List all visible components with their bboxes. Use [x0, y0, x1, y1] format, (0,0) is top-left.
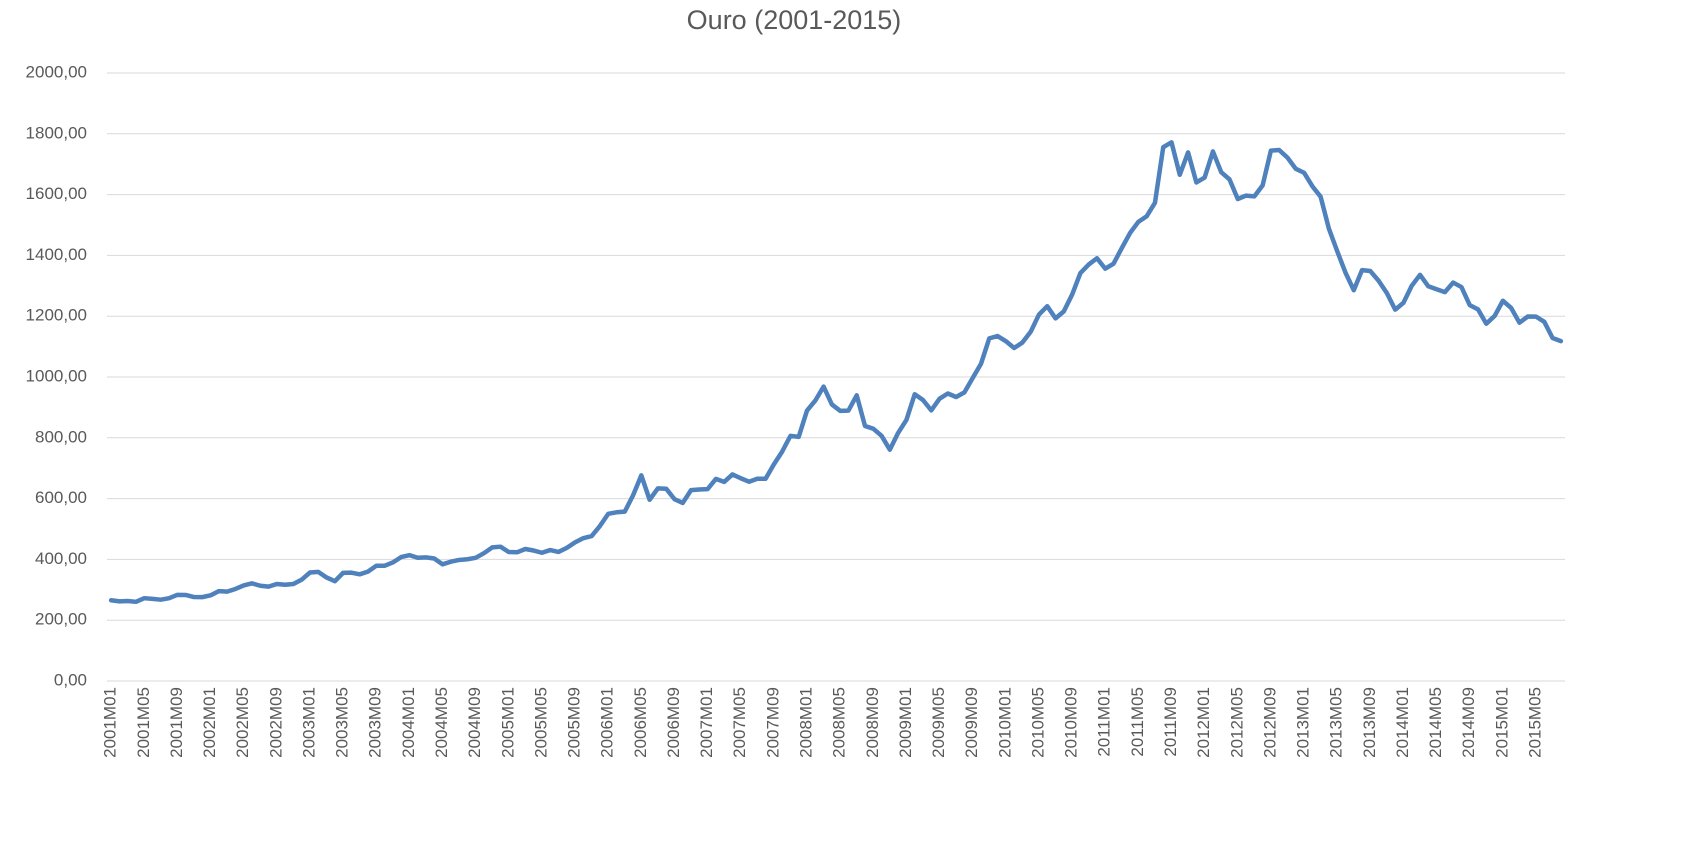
x-tick-label: 2001M09: [167, 687, 186, 758]
y-tick-label: 2000,00: [26, 62, 87, 81]
x-tick-label: 2005M01: [498, 687, 517, 758]
y-tick-label: 1600,00: [26, 184, 87, 203]
x-tick-label: 2009M09: [962, 687, 981, 758]
x-tick-label: 2010M09: [1062, 687, 1081, 758]
y-tick-label: 1800,00: [26, 123, 87, 142]
x-tick-label: 2009M01: [896, 687, 915, 758]
y-tick-label: 0,00: [54, 670, 87, 689]
x-tick-label: 2008M01: [796, 687, 815, 758]
x-tick-label: 2001M01: [101, 687, 120, 758]
x-tick-label: 2012M05: [1227, 687, 1246, 758]
y-tick-label: 800,00: [35, 427, 87, 446]
x-tick-label: 2003M01: [299, 687, 318, 758]
x-tick-label: 2015M05: [1525, 687, 1544, 758]
x-tick-label: 2013M09: [1360, 687, 1379, 758]
x-tick-label: 2011M05: [1128, 687, 1147, 757]
x-tick-label: 2006M09: [664, 687, 683, 758]
x-tick-label: 2004M05: [432, 687, 451, 758]
x-tick-label: 2007M05: [730, 687, 749, 758]
x-tick-label: 2005M05: [531, 687, 550, 758]
x-tick-label: 2010M01: [995, 687, 1014, 758]
x-tick-label: 2005M09: [565, 687, 584, 758]
x-tick-label: 2007M01: [697, 687, 716, 758]
x-tick-label: 2015M01: [1492, 687, 1511, 758]
x-tick-label: 2002M01: [200, 687, 219, 758]
x-tick-label: 2008M05: [830, 687, 849, 758]
x-tick-label: 2002M05: [233, 687, 252, 758]
data-line: [108, 140, 1564, 605]
y-tick-label: 1000,00: [26, 366, 87, 385]
x-tick-label: 2013M05: [1327, 687, 1346, 758]
y-tick-label: 200,00: [35, 610, 87, 629]
x-tick-label: 2002M09: [266, 687, 285, 758]
x-tick-label: 2001M05: [134, 687, 153, 758]
y-tick-label: 600,00: [35, 488, 87, 507]
x-tick-label: 2012M01: [1194, 687, 1213, 758]
y-tick-label: 1200,00: [26, 306, 87, 325]
x-tick-label: 2014M05: [1426, 687, 1445, 758]
x-tick-label: 2006M01: [598, 687, 617, 758]
x-tick-label: 2008M09: [863, 687, 882, 758]
x-tick-label: 2004M01: [399, 687, 418, 758]
x-tick-label: 2003M05: [333, 687, 352, 758]
chart-title: Ouro (2001-2015): [687, 5, 902, 35]
x-tick-label: 2014M09: [1459, 687, 1478, 758]
y-tick-label: 400,00: [35, 549, 87, 568]
x-tick-label: 2004M09: [465, 687, 484, 758]
x-tick-label: 2013M01: [1294, 687, 1313, 758]
x-tick-label: 2003M09: [366, 687, 385, 758]
y-tick-label: 1400,00: [26, 245, 87, 264]
x-tick-label: 2009M05: [929, 687, 948, 758]
x-tick-label: 2011M09: [1161, 687, 1180, 757]
x-tick-label: 2014M01: [1393, 687, 1412, 758]
x-tick-label: 2007M09: [763, 687, 782, 758]
x-tick-label: 2012M09: [1260, 687, 1279, 758]
x-tick-label: 2006M05: [631, 687, 650, 758]
x-tick-label: 2011M01: [1095, 687, 1114, 757]
x-tick-label: 2010M05: [1028, 687, 1047, 758]
